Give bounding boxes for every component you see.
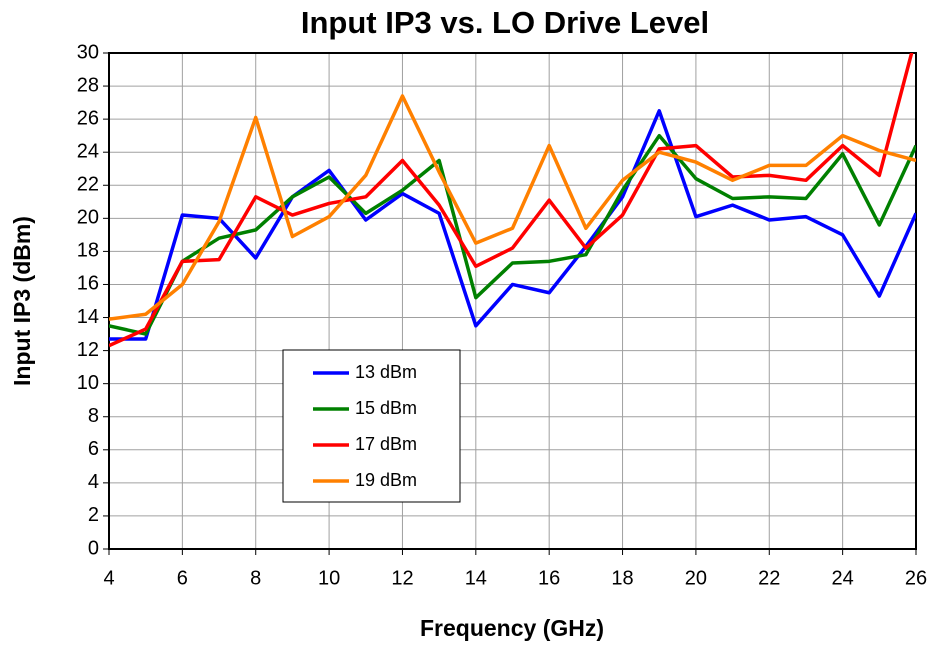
x-tick-label: 14 [465,567,487,589]
x-tick-label: 20 [685,567,707,589]
y-tick-label: 2 [88,504,99,526]
x-tick-label: 10 [318,567,340,589]
series-line [109,109,916,341]
y-axis-label: Input IP3 (dBm) [9,216,35,386]
y-tick-label: 6 [88,438,99,460]
series-line [109,53,914,348]
y-tick-label: 18 [77,240,99,262]
legend-label: 19 dBm [355,470,417,490]
legend-label: 17 dBm [355,434,417,454]
x-tick-label: 22 [758,567,780,589]
y-tick-label: 24 [77,140,99,162]
y-tick-label: 30 [77,41,99,63]
series-line [109,133,916,336]
y-tick-label: 4 [88,471,99,493]
y-tick-label: 10 [77,372,99,394]
plot-border [108,52,917,550]
y-tick-label: 20 [77,207,99,229]
x-tick-label: 8 [250,567,261,589]
x-axis-label: Frequency (GHz) [420,615,604,641]
x-tick-label: 16 [538,567,560,589]
x-tick-label: 12 [391,567,413,589]
legend-box [282,349,461,503]
x-tick-label: 18 [611,567,633,589]
y-tick-label: 16 [77,273,99,295]
y-tick-label: 22 [77,174,99,196]
y-tick-label: 12 [77,339,99,361]
y-tick-label: 28 [77,74,99,96]
x-tick-label: 24 [832,567,854,589]
x-tick-label: 4 [103,567,114,589]
legend-label: 15 dBm [355,398,417,418]
y-tick-label: 26 [77,107,99,129]
series-line [109,94,916,321]
y-tick-label: 8 [88,405,99,427]
legend-label: 13 dBm [355,362,417,382]
chart-title: Input IP3 vs. LO Drive Level [301,5,709,40]
y-tick-label: 0 [88,537,99,559]
y-tick-label: 14 [77,306,99,328]
plot-lines [109,53,916,348]
x-tick-label: 6 [177,567,188,589]
x-tick-label: 26 [905,567,927,589]
